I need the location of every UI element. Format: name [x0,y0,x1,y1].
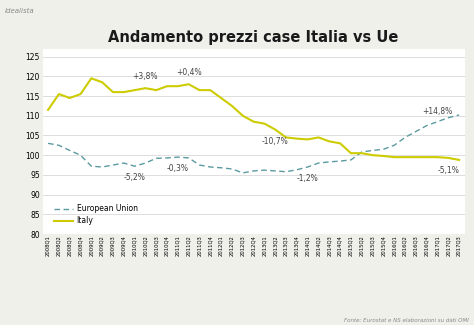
Text: +3,8%: +3,8% [133,72,158,81]
Text: -1,2%: -1,2% [297,174,319,183]
Text: +0,4%: +0,4% [176,68,201,77]
Text: -10,7%: -10,7% [262,137,289,147]
Text: Fonte: Eurostat e NS elaborazioni su dati OMI: Fonte: Eurostat e NS elaborazioni su dat… [345,318,469,323]
Text: idealista: idealista [5,8,34,14]
Text: +14,8%: +14,8% [422,107,453,116]
Legend: European Union, Italy: European Union, Italy [51,201,141,228]
Text: -5,1%: -5,1% [438,166,459,175]
Text: -0,3%: -0,3% [167,164,189,173]
Text: -5,2%: -5,2% [124,173,146,182]
Title: Andamento prezzi case Italia vs Ue: Andamento prezzi case Italia vs Ue [109,30,399,45]
